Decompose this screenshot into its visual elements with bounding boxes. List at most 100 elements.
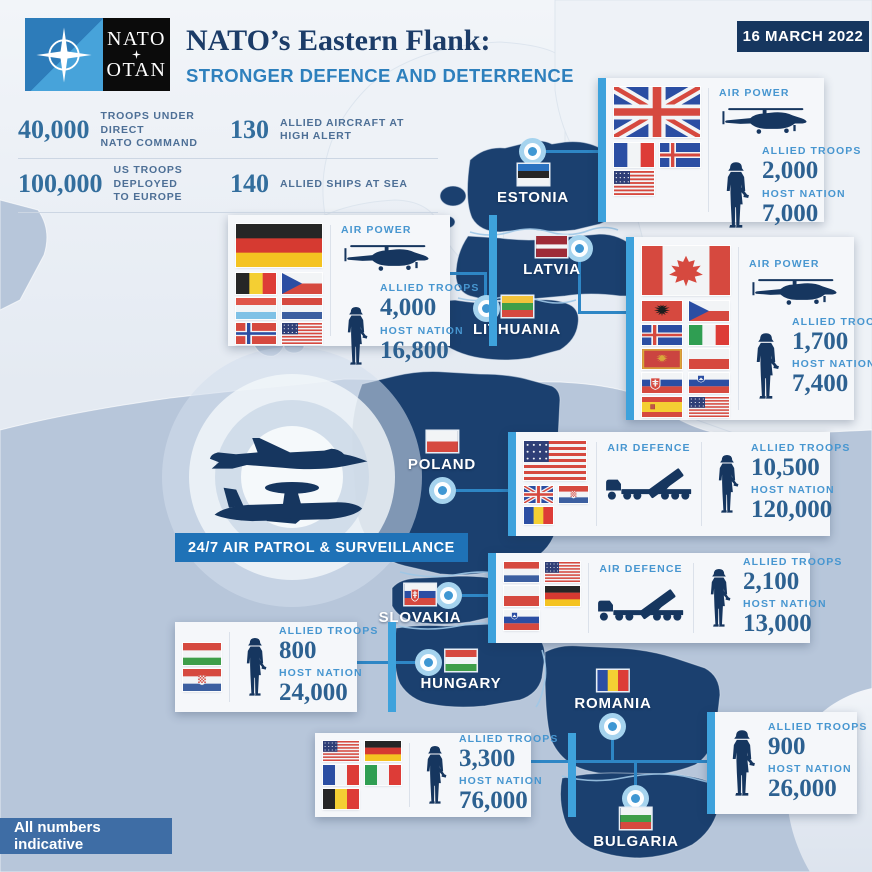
flag-cz-icon [689,301,729,321]
soldier-icon [420,744,450,806]
contributing-flags [496,553,588,643]
host-nation-value: 13,000 [743,610,812,637]
flag-is-icon [642,325,682,345]
contributing-flags [175,622,229,712]
divider [588,563,589,633]
connector-bulgaria-v [634,760,637,790]
allied-troops-label: ALLIED TROOPS [459,732,559,745]
air-power-label: AIR POWER [719,87,790,99]
host-nation-label: HOST NATION [459,775,543,787]
nato-compass-icon [25,18,103,91]
flag-us-icon [323,741,359,761]
map-label-latvia: LATVIA [523,236,581,278]
flag-hu-icon [445,650,477,671]
host-nation-label: HOST NATION [380,324,464,337]
contributing-flags [516,432,596,536]
callout-lithuania: AIR POWER ALLIED TROOPS 4,000 HOST NATIO… [228,215,498,365]
helicopter-icon [719,102,811,138]
footer-note: All numbers indicative [0,818,172,854]
flag-ca-icon [642,246,730,295]
divider [738,247,739,410]
awacs-aircraft-icon [214,481,363,524]
accent-bar [707,712,715,814]
allied-troops-value: 900 [768,732,806,760]
allied-troops-label: ALLIED TROOPS [768,720,868,733]
accent-bar [598,78,606,222]
host-nation-value: 76,000 [459,787,528,814]
flag-me-icon [642,349,682,369]
logo-text-nato: NATO [107,28,166,50]
logo-star-icon [132,50,141,59]
flag-it-icon [365,765,401,785]
map-marker-bulgaria [622,785,649,812]
stat-value: 140 [230,169,269,199]
flag-gb-icon [614,87,700,137]
flag-lt-icon [501,296,533,317]
accent-bar [388,622,397,712]
flag-pl-icon [504,586,539,606]
map-marker-latvia [566,235,593,262]
callout-hungary: ALLIED TROOPS 800 HOST NATION 24,000 [175,622,397,712]
missile-launcher-icon [601,460,697,502]
soldier-icon [719,160,753,230]
flag-nl-icon [504,562,539,582]
flag-us-icon [689,397,729,417]
contributing-flags [315,733,409,817]
country-romania [544,645,721,777]
flag-de-icon [365,741,401,761]
callout-bulgaria: ALLIED TROOPS 900 HOST NATION 26,000 [707,712,866,814]
host-nation-value: 120,000 [751,496,833,523]
host-nation-value: 24,000 [279,679,348,706]
flag-lv-icon [536,236,568,257]
air-power-label: AIR POWER [341,224,412,236]
air-defence-label: AIR DEFENCE [599,563,683,575]
divider [693,563,694,633]
accent-bar [626,237,634,420]
missile-launcher-icon [593,581,689,623]
contributing-flags [228,215,330,346]
nato-logo-wordmark: NATO OTAN [103,18,170,91]
header-titles: NATO’s Eastern Flank: STRONGER DEFENCE A… [186,24,574,87]
flag-de-icon [545,586,580,606]
soldier-icon [749,331,783,401]
flag-hu-icon [183,643,221,665]
callout-poland: AIR DEFENCE ALLIED TROOPS 10,500 HOST NA… [508,432,849,536]
stat-aircraft-alert: 130 ALLIED AIRCRAFT AT HIGH ALERT [230,115,405,145]
key-stats: 40,000 TROOPS UNDER DIRECT NATO COMMAND 1… [18,105,438,213]
accent-bar [489,215,498,346]
soldier-icon [725,728,759,798]
host-nation-value: 7,000 [762,199,819,227]
host-nation-label: HOST NATION [743,598,827,610]
contributing-flags [634,237,738,420]
callout-estonia: AIR POWER ALLIED TROOPS 2,000 HOST NATIO… [598,78,860,228]
connector-romania-v [611,733,614,762]
flag-be-icon [323,789,359,809]
map-label-poland: POLAND [408,431,476,473]
flag-si-icon [504,610,539,630]
allied-troops-value: 800 [279,636,317,664]
flag-us-icon [524,441,586,480]
map-marker-slovakia [435,582,462,609]
flag-it-icon [689,325,729,345]
soldier-icon [704,567,734,629]
host-nation-value: 26,000 [768,775,837,802]
divider [708,88,709,212]
air-power-label: AIR POWER [749,257,820,270]
air-patrol-banner: 24/7 AIR PATROL & SURVEILLANCE [175,533,468,562]
connector-latvia-v [578,255,581,313]
stats-row-2: 100,000 US TROOPS DEPLOYED TO EUROPE 140 … [18,159,438,213]
allied-troops-value: 2,000 [762,157,819,184]
flag-hr-icon [559,486,588,503]
map-marker-hungary [415,649,442,676]
flag-gb-icon [524,486,553,503]
flag-si-icon [689,373,729,393]
connector-lithuania-h [448,272,487,275]
flag-nl-icon [282,298,322,319]
flag-bg-icon [620,808,652,829]
stat-troops-nato-command: 40,000 TROOPS UNDER DIRECT NATO COMMAND [18,110,198,150]
callout-romania: ALLIED TROOPS 3,300 HOST NATION 76,000 [315,733,577,817]
connector-hungary [355,661,421,664]
allied-troops-value: 1,700 [792,327,849,355]
accent-bar [568,733,577,817]
